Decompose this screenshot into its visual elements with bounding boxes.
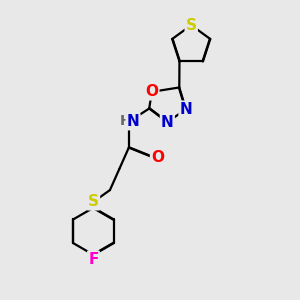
Text: S: S [186, 18, 197, 33]
Text: S: S [88, 194, 99, 209]
Text: N: N [127, 114, 140, 129]
Text: O: O [151, 150, 164, 165]
Text: H: H [119, 114, 131, 128]
Text: N: N [161, 115, 174, 130]
Text: F: F [88, 252, 99, 267]
Text: N: N [180, 102, 192, 117]
Text: O: O [145, 84, 158, 99]
